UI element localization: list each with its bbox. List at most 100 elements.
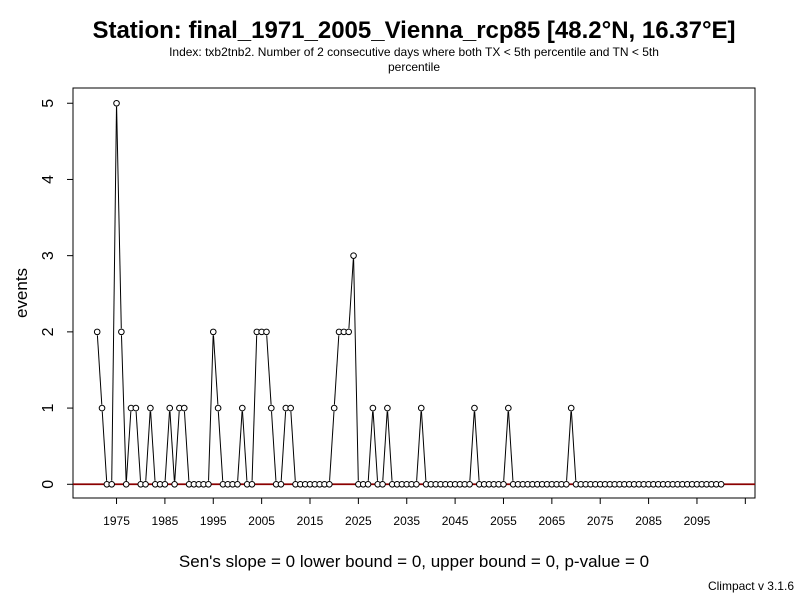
x-tick-label: 2085	[635, 514, 662, 528]
data-point	[384, 404, 391, 412]
y-axis-label: events	[12, 268, 31, 318]
data-point	[238, 404, 246, 412]
data-point	[263, 328, 270, 336]
data-point	[147, 404, 154, 412]
plot-frame	[72, 87, 756, 499]
series-segment	[333, 335, 340, 405]
series-segment	[96, 335, 103, 405]
series-segment	[174, 411, 180, 481]
series-segment	[135, 411, 141, 481]
x-tick-label: 2075	[587, 514, 614, 528]
series-segment	[217, 411, 224, 481]
series-segment	[271, 411, 277, 481]
x-tick-label: 2045	[442, 514, 469, 528]
data-point	[180, 404, 188, 412]
data-point	[350, 252, 357, 259]
data-point	[466, 480, 473, 488]
series-segment	[508, 411, 514, 481]
series-segment	[566, 411, 572, 481]
series-segment	[387, 411, 393, 481]
data-point	[268, 404, 275, 412]
data-point	[330, 404, 338, 412]
series-segment	[503, 411, 509, 481]
stats-text: Sen's slope = 0 lower bound = 0, upper b…	[179, 552, 649, 571]
data-point	[364, 480, 372, 488]
data-point	[379, 480, 386, 488]
data-point	[345, 328, 353, 336]
series-segment	[101, 411, 108, 481]
series-segment	[237, 411, 243, 481]
series-segment	[183, 411, 190, 481]
data-point	[209, 328, 217, 336]
data-point	[717, 480, 725, 488]
data-point	[417, 404, 425, 412]
series-segment	[169, 411, 175, 481]
x-tick-label: 1995	[200, 514, 227, 528]
series-segment	[329, 411, 335, 481]
data-point	[369, 404, 377, 412]
data-point	[108, 480, 115, 488]
series-segment	[382, 411, 388, 481]
data-point	[98, 404, 106, 412]
x-tick-label: 2055	[490, 514, 517, 528]
series-segment	[474, 411, 480, 481]
data-point	[500, 480, 507, 488]
chart-subtitle-line1: Index: txb2tnb2. Number of 2 consecutive…	[169, 45, 659, 59]
chart-subtitle-line2: percentile	[388, 60, 440, 74]
data-point	[563, 480, 570, 488]
series-segment	[353, 259, 359, 481]
data-point	[287, 404, 294, 412]
x-tick-label: 1975	[103, 514, 130, 528]
x-tick-label: 2035	[393, 514, 420, 528]
series-segment	[367, 411, 374, 481]
x-tick-label: 2095	[684, 514, 711, 528]
data-point	[142, 480, 149, 488]
y-tick-label: 2	[40, 327, 57, 336]
series-segment	[290, 411, 296, 481]
data-point	[248, 480, 256, 488]
series-segment	[420, 411, 427, 481]
series-segment	[145, 411, 151, 481]
data-point	[166, 404, 174, 412]
data-point	[277, 480, 285, 488]
data-point	[205, 480, 212, 488]
data-point	[113, 99, 120, 107]
x-tick-label: 2005	[248, 514, 275, 528]
data-point	[118, 328, 125, 336]
data-point	[161, 480, 169, 488]
data-point	[234, 480, 241, 488]
series-segment	[242, 411, 248, 481]
series-segment	[164, 411, 171, 481]
series-segment	[266, 335, 272, 405]
chart-title: Station: final_1971_2005_Vienna_rcp85 [4…	[92, 17, 735, 44]
data-point	[413, 480, 420, 488]
series-segment	[150, 411, 156, 481]
data-point	[171, 480, 178, 488]
footer-version: Climpact v 3.1.6	[708, 579, 794, 593]
x-axis: 1975 1985 1995 2005 2015 2025 2035 2045 2055 2065…	[103, 497, 746, 528]
data-point	[471, 404, 478, 412]
data-point	[214, 404, 222, 412]
series-events	[73, 99, 755, 488]
data-point	[93, 328, 101, 336]
series-segment	[251, 335, 258, 481]
y-tick-label: 3	[40, 251, 57, 260]
y-axis: 0 1 2 3 4 5	[40, 99, 74, 489]
data-point	[567, 404, 575, 412]
series-segment	[469, 411, 475, 481]
series-segment	[372, 411, 379, 481]
series-segment	[120, 335, 127, 481]
data-point	[122, 480, 130, 488]
y-tick-label: 1	[40, 404, 57, 413]
x-tick-label: 2065	[538, 514, 565, 528]
series-segment	[111, 106, 117, 481]
data-point	[326, 480, 333, 488]
series-segment	[116, 106, 122, 329]
y-tick-label: 5	[40, 99, 57, 108]
x-tick-label: 1985	[152, 514, 179, 528]
series-segment	[208, 335, 214, 481]
series-segment	[348, 259, 354, 329]
series-segment	[212, 335, 219, 405]
series-segment	[125, 411, 132, 481]
